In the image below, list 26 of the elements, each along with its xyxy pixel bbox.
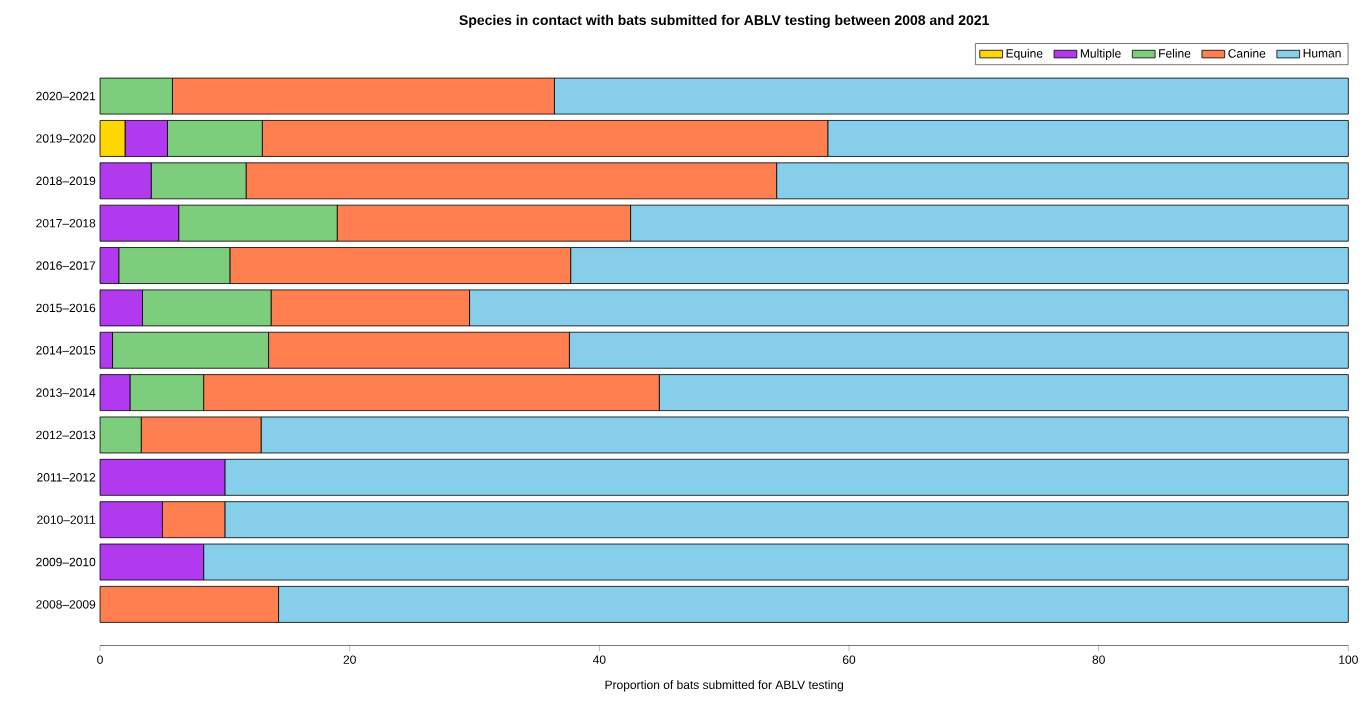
y-tick-label: 2017–2018 xyxy=(36,219,96,228)
x-tick-label: 0 xyxy=(97,655,103,665)
y-tick-label: 2013–2014 xyxy=(36,388,96,398)
x-axis-title: Proportion of bats submitted for ABLV testing xyxy=(605,680,844,692)
y-tick-label: 2014–2015 xyxy=(36,346,96,355)
y-tick-label: 2020–2021 xyxy=(36,92,96,101)
legend-label: Multiple xyxy=(1080,49,1121,61)
x-tick-label: 40 xyxy=(592,655,606,665)
y-tick-label: 2012–2013 xyxy=(36,430,96,440)
legend-label: Equine xyxy=(1006,49,1043,61)
chart-title: Species in contact with bats submitted for ABLV testing between 2008 and 2021 xyxy=(459,15,989,29)
x-tick-label: 20 xyxy=(343,655,356,665)
y-tick-label: 2009–2010 xyxy=(36,558,96,567)
y-tick-label: 2019–2020 xyxy=(36,134,96,143)
y-tick-label: 2010–2011 xyxy=(37,515,96,525)
x-tick-label: 100 xyxy=(1339,655,1358,665)
x-tick-label: 60 xyxy=(842,655,856,665)
legend-label: Human xyxy=(1303,49,1341,58)
legend-label: Canine xyxy=(1228,49,1266,58)
y-tick-label: 2015–2016 xyxy=(36,303,96,313)
y-tick-label: 2016–2017 xyxy=(36,261,96,271)
y-tick-label: 2011–2012 xyxy=(37,473,96,482)
legend-label: Feline xyxy=(1159,49,1191,58)
x-tick-label: 80 xyxy=(1092,655,1105,665)
y-tick-label: 2018–2019 xyxy=(36,176,96,186)
y-tick-label: 2008–2009 xyxy=(36,600,96,609)
